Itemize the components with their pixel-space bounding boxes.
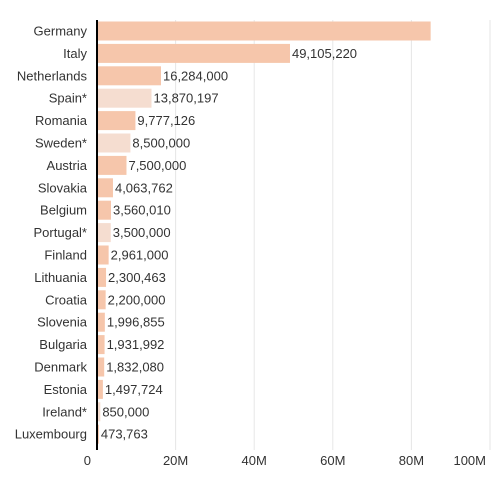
category-label: Netherlands (17, 68, 88, 83)
category-label: Spain* (49, 91, 87, 106)
category-label: Romania (35, 113, 88, 128)
x-tick-label: 0 (84, 453, 91, 468)
x-tick-label: 60M (320, 453, 345, 468)
value-label: 1,996,855 (107, 315, 165, 330)
x-tick-label: 40M (242, 453, 267, 468)
category-label: Belgium (40, 203, 87, 218)
category-label: Bulgaria (39, 337, 87, 352)
x-tick-label: 20M (163, 453, 188, 468)
value-label: 9,777,126 (137, 113, 195, 128)
category-label: Luxembourg (15, 427, 87, 442)
bar (97, 111, 136, 131)
value-label: 1,931,992 (107, 337, 165, 352)
bar (97, 335, 105, 355)
value-label: 1,832,080 (106, 360, 164, 375)
bar (97, 245, 109, 265)
category-label: Sweden* (35, 136, 87, 151)
bar (97, 88, 152, 108)
bar (97, 43, 290, 63)
gridlines (175, 20, 491, 450)
value-label: 1,497,724 (105, 382, 163, 397)
category-label: Estonia (44, 382, 88, 397)
value-label: 473,763 (101, 427, 148, 442)
value-label: 13,870,197 (154, 91, 219, 106)
value-label: 2,200,000 (108, 292, 166, 307)
category-label: Germany (34, 24, 88, 39)
category-label: Denmark (34, 360, 87, 375)
value-label: 2,961,000 (111, 248, 169, 263)
category-label: Italy (63, 46, 87, 61)
bar (97, 379, 103, 399)
bar (97, 223, 111, 243)
bar (97, 133, 131, 153)
bar (97, 66, 161, 86)
bar (97, 178, 113, 198)
bar (97, 155, 127, 175)
bar (97, 357, 105, 377)
value-label: 850,000 (102, 404, 149, 419)
category-label: Slovenia (37, 315, 88, 330)
value-label: 7,500,000 (128, 158, 186, 173)
value-label: 16,284,000 (163, 68, 228, 83)
value-label: 3,500,000 (113, 225, 171, 240)
bar (97, 267, 107, 287)
category-label: Lithuania (34, 270, 88, 285)
labels: 0 20M 40M 60M 80M 100M Germany Italy 49,105,220 N… (15, 24, 486, 469)
x-tick-label: 100M (453, 453, 486, 468)
category-label: Ireland* (42, 404, 87, 419)
value-label: 2,300,463 (108, 270, 166, 285)
value-label: 49,105,220 (292, 46, 357, 61)
category-label: Croatia (45, 292, 88, 307)
value-label: 8,500,000 (132, 136, 190, 151)
bar (97, 290, 106, 310)
value-label: 3,560,010 (113, 203, 171, 218)
bar (97, 312, 105, 332)
category-label: Portugal* (34, 225, 87, 240)
category-label: Finland (44, 248, 87, 263)
category-label: Austria (47, 158, 88, 173)
value-label: 4,063,762 (115, 180, 173, 195)
x-tick-label: 80M (399, 453, 424, 468)
bar (97, 21, 431, 41)
bar (97, 200, 111, 220)
bars (97, 21, 431, 444)
bar (97, 402, 101, 422)
category-label: Slovakia (38, 180, 88, 195)
